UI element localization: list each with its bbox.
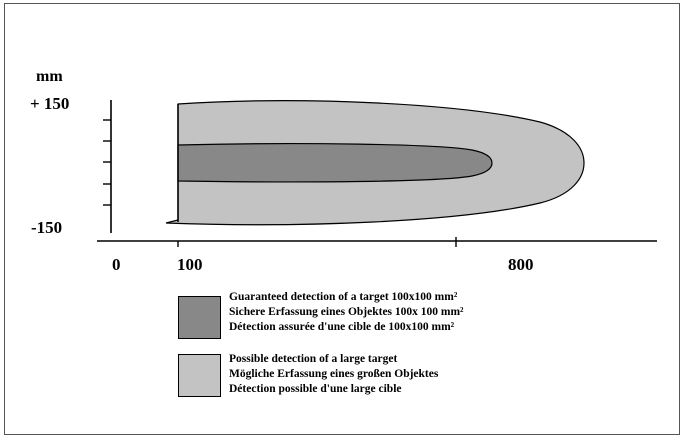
legend-possible-line-en: Possible detection of a large target <box>229 353 398 365</box>
legend-possible-line-fr: Détection possible d'une large cible <box>229 383 402 395</box>
y-bottom-label: -150 <box>31 218 63 237</box>
legend-possible-line-de: Mögliche Erfassung eines großen Objektes <box>229 368 439 380</box>
y-axis-ticks <box>103 119 111 206</box>
y-top-label: + 150 <box>30 94 70 113</box>
legend-guaranteed-line-fr: Détection assurée d'une cible de 100x100… <box>229 321 455 333</box>
guaranteed-detection-zone <box>177 143 493 183</box>
legend-text-possible: Possible detection of a large target Mög… <box>229 352 438 397</box>
x-label-0: 0 <box>112 255 121 274</box>
unit-label: mm <box>36 68 63 85</box>
legend-swatch-guaranteed <box>178 296 221 339</box>
x-axis-ticks <box>177 237 457 247</box>
legend-swatch-possible <box>178 354 221 397</box>
x-label-800: 800 <box>508 255 534 274</box>
legend-text-guaranteed: Guaranteed detection of a target 100x100… <box>229 290 464 335</box>
legend-guaranteed-line-de: Sichere Erfassung eines Objektes 100x 10… <box>229 306 464 318</box>
legend-guaranteed-line-en: Guaranteed detection of a target 100x100… <box>229 291 458 303</box>
x-label-100: 100 <box>177 255 203 274</box>
